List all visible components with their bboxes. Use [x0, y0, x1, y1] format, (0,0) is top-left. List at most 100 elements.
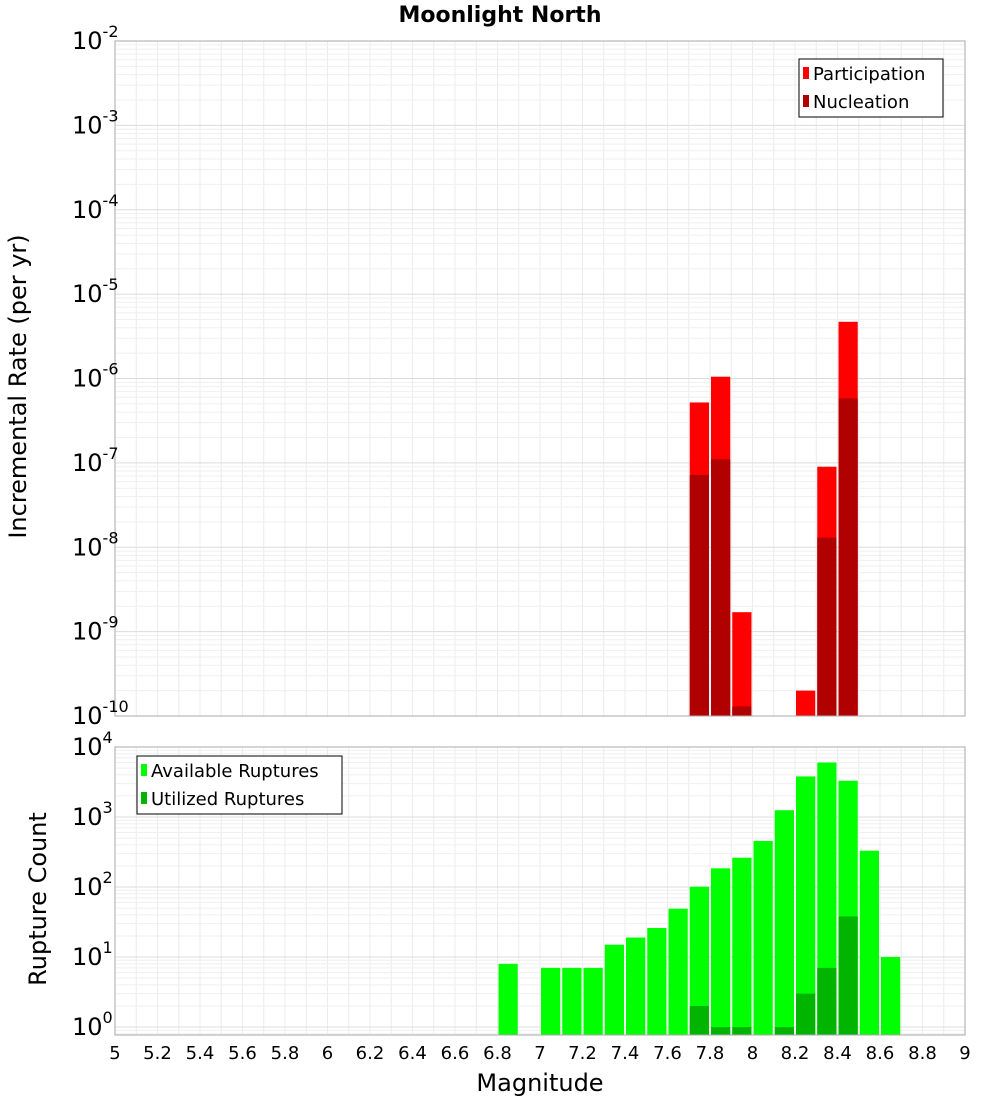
available-ruptures-bar	[626, 937, 646, 1035]
rate-legend-box	[798, 58, 944, 118]
x-tick-label: 8.4	[823, 1043, 852, 1064]
y-tick-label: 10-8	[72, 528, 119, 561]
available-ruptures-bar	[541, 967, 561, 1035]
y-tick-base: 10	[72, 1013, 103, 1041]
utilized-ruptures-legend-swatch	[141, 792, 147, 804]
x-tick-label: 8.2	[781, 1043, 810, 1064]
x-tick-label: 8	[747, 1043, 758, 1064]
x-tick-label: 6	[322, 1043, 333, 1064]
y-tick-base: 10	[72, 733, 103, 761]
count-panel-bars	[498, 762, 901, 1035]
x-tick-label: 5.8	[271, 1043, 300, 1064]
y-tick-exponent: -7	[103, 444, 119, 463]
y-tick-exponent: 2	[103, 868, 113, 887]
rate-panel-grid	[114, 41, 966, 717]
available-ruptures-bar	[604, 944, 624, 1035]
y-tick-base: 10	[72, 873, 103, 901]
rate-panel-bars	[689, 321, 858, 716]
y-tick-exponent: 0	[103, 1008, 113, 1027]
available-ruptures-bar	[732, 857, 752, 1035]
y-tick-exponent: 3	[103, 798, 113, 817]
available-ruptures-bar	[817, 762, 837, 1035]
count-legend: Available Ruptures Utilized Ruptures	[136, 755, 343, 815]
nucleation-legend-swatch	[803, 95, 809, 107]
participation-bar	[732, 612, 752, 716]
x-tick-label: 5.6	[228, 1043, 257, 1064]
y-tick-label: 10-9	[72, 613, 119, 646]
x-axis-label: Magnitude	[476, 1069, 603, 1097]
y-tick-base: 10	[72, 618, 103, 646]
rate-legend: Participation Nucleation	[798, 58, 944, 118]
participation-bar	[796, 690, 816, 716]
x-tick-label: 7	[534, 1043, 545, 1064]
x-tick-label: 5.4	[186, 1043, 215, 1064]
y-tick-exponent: -3	[103, 106, 119, 125]
x-tick-label: 6.8	[483, 1043, 512, 1064]
utilized-ruptures-bar	[689, 1005, 709, 1035]
x-tick-label: 8.8	[908, 1043, 937, 1064]
y-tick-base: 10	[72, 27, 103, 55]
y-tick-label: 102	[72, 868, 113, 901]
y-tick-label: 10-7	[72, 444, 119, 477]
available-ruptures-bar	[583, 967, 603, 1035]
available-ruptures-bar	[498, 963, 518, 1035]
x-tick-label: 8.6	[866, 1043, 895, 1064]
y-tick-base: 10	[72, 803, 103, 831]
y-tick-label: 10-5	[72, 275, 119, 308]
nucleation-legend-label: Nucleation	[813, 92, 909, 113]
available-ruptures-bar	[647, 927, 667, 1035]
y-tick-base: 10	[72, 533, 103, 561]
x-tick-label: 6.6	[441, 1043, 470, 1064]
y-tick-exponent: 4	[103, 728, 113, 747]
y-tick-exponent: 1	[103, 938, 113, 957]
y-tick-base: 10	[72, 280, 103, 308]
available-ruptures-bar	[562, 967, 582, 1035]
available-ruptures-legend-swatch	[141, 764, 147, 776]
x-tick-label: 5	[109, 1043, 120, 1064]
utilized-ruptures-legend-label: Utilized Ruptures	[151, 789, 304, 810]
y-tick-base: 10	[72, 702, 103, 730]
participation-legend-label: Participation	[813, 64, 925, 85]
x-tick-label: 7.4	[611, 1043, 640, 1064]
x-tick-label: 5.2	[143, 1043, 172, 1064]
y-tick-exponent: -10	[103, 697, 129, 716]
available-ruptures-bar	[774, 810, 794, 1035]
y-tick-base: 10	[72, 365, 103, 393]
chart-title: Moonlight North	[398, 3, 601, 28]
count-y-axis-label: Rupture Count	[24, 812, 52, 986]
x-tick-labels: 5 5.2 5.4 5.6 5.8 6 6.2 6.4 6.6 6.8 7 7.2 7.4 7.6 7.8 8…	[109, 1043, 970, 1064]
utilized-ruptures-bar	[796, 993, 816, 1035]
y-tick-label: 10-3	[72, 106, 119, 139]
rate-y-tick-labels: 10-210-310-410-510-610-710-810-910-10	[72, 22, 129, 730]
x-tick-label: 7.8	[696, 1043, 725, 1064]
available-ruptures-bar	[881, 957, 901, 1035]
rate-panel: 10-210-310-410-510-610-710-810-910-10 In…	[4, 22, 966, 730]
y-tick-base: 10	[72, 943, 103, 971]
nucleation-bar	[732, 706, 752, 716]
utilized-ruptures-bar	[774, 1027, 794, 1035]
y-tick-base: 10	[72, 449, 103, 477]
y-tick-label: 100	[72, 1008, 113, 1041]
nucleation-bar	[817, 537, 837, 716]
y-tick-label: 10-4	[72, 191, 119, 224]
available-ruptures-bar	[668, 908, 688, 1035]
rate-panel-frame	[114, 40, 966, 717]
participation-legend-swatch	[803, 67, 809, 79]
y-tick-exponent: -8	[103, 528, 119, 547]
rate-y-axis-label: Incremental Rate (per yr)	[4, 234, 32, 538]
y-tick-label: 104	[72, 728, 113, 761]
y-tick-base: 10	[72, 111, 103, 139]
available-ruptures-bar	[753, 840, 773, 1035]
y-tick-label: 10-6	[72, 360, 119, 393]
nucleation-bar	[838, 398, 858, 716]
y-tick-exponent: -2	[103, 22, 119, 41]
x-tick-label: 7.2	[568, 1043, 597, 1064]
available-ruptures-bar	[796, 776, 816, 1035]
available-ruptures-bar	[689, 886, 709, 1035]
available-ruptures-legend-label: Available Ruptures	[151, 761, 319, 782]
utilized-ruptures-bar	[817, 967, 837, 1035]
count-legend-box	[136, 755, 343, 815]
y-tick-exponent: -6	[103, 360, 119, 379]
